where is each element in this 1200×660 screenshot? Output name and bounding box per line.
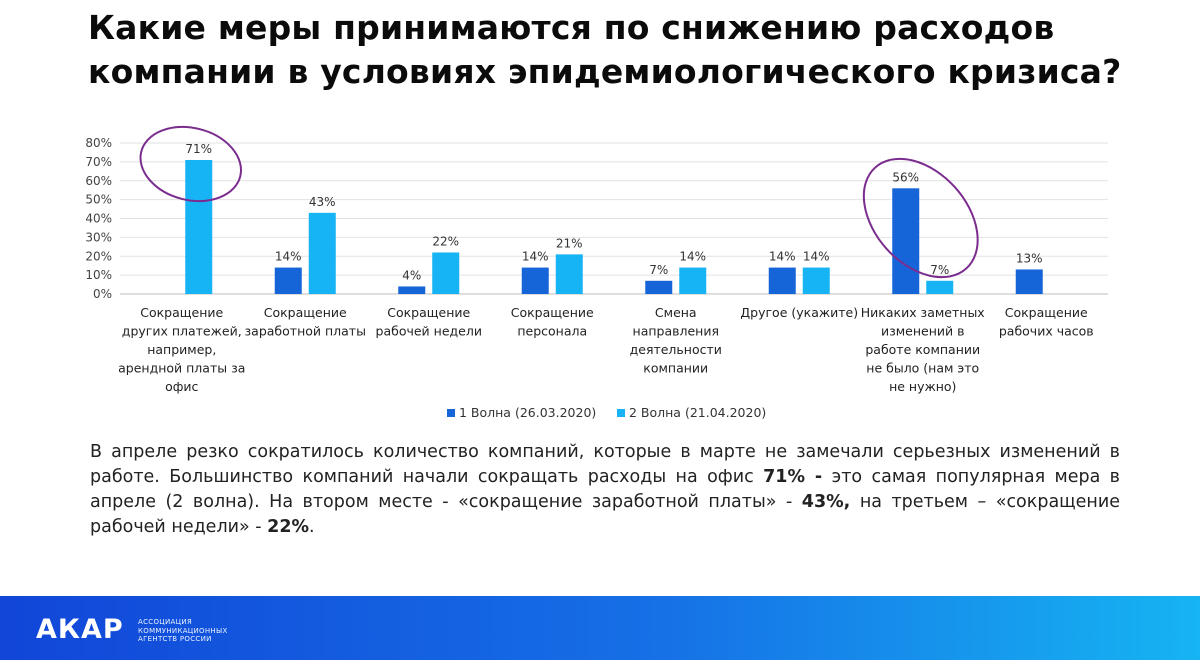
bar-series-1 — [892, 188, 920, 294]
legend-label: 2 Волна (21.04.2020) — [629, 405, 766, 420]
data-label: 7% — [930, 263, 949, 277]
data-label: 56% — [892, 170, 919, 184]
legend-swatch — [617, 409, 625, 417]
data-label: 22% — [432, 234, 459, 248]
summary-text-4: . — [309, 517, 315, 537]
data-label: 4% — [402, 268, 421, 282]
bar-series-2 — [555, 254, 583, 294]
category-label: Сокращение других платежей, например, аренд… — [118, 305, 245, 394]
bar-series-1 — [1015, 269, 1043, 294]
y-tick-label: 10% — [85, 268, 112, 282]
page-title: Какие меры принимаются по снижению расхо… — [88, 6, 1188, 94]
title-line-2: компании в условиях эпидемиологического … — [88, 52, 1122, 91]
footer-banner: АКАР АССОЦИАЦИЯ КОММУНИКАЦИОННЫХ АГЕНТСТ… — [0, 596, 1200, 660]
category-label: Смена направления деятельности компании — [630, 305, 722, 376]
bar-series-1 — [645, 280, 673, 294]
category-label: Никаких заметных изменений в работе компан… — [861, 305, 985, 394]
bar-series-2 — [802, 267, 830, 294]
category-label: Другое (укажите) — [740, 305, 858, 320]
bar-series-1 — [768, 267, 796, 294]
organization-name: АССОЦИАЦИЯ КОММУНИКАЦИОННЫХ АГЕНТСТВ РОС… — [138, 618, 258, 644]
category-label: Сокращение заработной платы — [245, 305, 366, 339]
y-tick-label: 70% — [85, 155, 112, 169]
data-label: 13% — [1016, 251, 1043, 265]
data-label: 14% — [769, 250, 796, 264]
category-label: Сокращение персонала — [511, 305, 594, 339]
bar-series-2 — [308, 212, 336, 294]
bar-series-1 — [274, 267, 302, 294]
bar-series-2 — [185, 159, 213, 294]
data-label: 14% — [522, 250, 549, 264]
highlight-ellipse — [139, 125, 242, 203]
title-line-1: Какие меры принимаются по снижению расхо… — [88, 8, 1055, 47]
summary-highlight-3: 22% — [267, 517, 310, 537]
summary-text-1: В апреле резко сократилось количество ко… — [90, 442, 1120, 487]
y-tick-label: 20% — [85, 249, 112, 263]
y-tick-label: 30% — [85, 230, 112, 244]
data-label: 14% — [679, 250, 706, 264]
y-tick-label: 60% — [85, 174, 112, 188]
bar-series-1 — [521, 267, 549, 294]
bar-series-2 — [926, 280, 954, 294]
bar-series-2 — [432, 252, 460, 294]
data-label: 14% — [275, 250, 302, 264]
y-tick-label: 0% — [93, 287, 112, 301]
data-label: 71% — [185, 142, 212, 156]
bar-chart: 0% 10% 20% 30% 40% 50% 60% 70% 80% 71% Сокращение д… — [85, 125, 1108, 420]
data-label: 14% — [803, 250, 830, 264]
akar-logo: АКАР — [36, 614, 124, 645]
summary-text-2: это самая популярная мера в апреле (2 во… — [90, 467, 1120, 512]
y-tick-label: 50% — [85, 193, 112, 207]
bar-series-2 — [679, 267, 707, 294]
org-line-3: АГЕНТСТВ РОССИИ — [138, 635, 212, 643]
org-line-1: АССОЦИАЦИЯ — [138, 618, 193, 626]
data-label: 7% — [649, 263, 668, 277]
y-tick-label: 80% — [85, 136, 112, 150]
summary-paragraph: В апреле резко сократилось количество ко… — [90, 440, 1120, 540]
bar-series-1 — [398, 286, 426, 294]
org-line-2: КОММУНИКАЦИОННЫХ — [138, 626, 228, 635]
highlight-ellipse — [862, 157, 979, 279]
y-tick-label: 40% — [85, 212, 112, 226]
legend-label: 1 Волна (26.03.2020) — [459, 405, 596, 420]
summary-text-3: на третьем – «сокращение рабочей недели»… — [90, 492, 1121, 537]
data-label: 21% — [556, 236, 583, 250]
legend-swatch — [447, 409, 455, 417]
data-label: 43% — [309, 195, 336, 209]
category-label: Сокращение рабочих часов — [999, 305, 1094, 339]
summary-highlight-1: 71% - — [763, 467, 823, 487]
summary-highlight-2: 43%, — [801, 492, 851, 512]
category-label: Сокращение рабочей недели — [376, 305, 482, 339]
